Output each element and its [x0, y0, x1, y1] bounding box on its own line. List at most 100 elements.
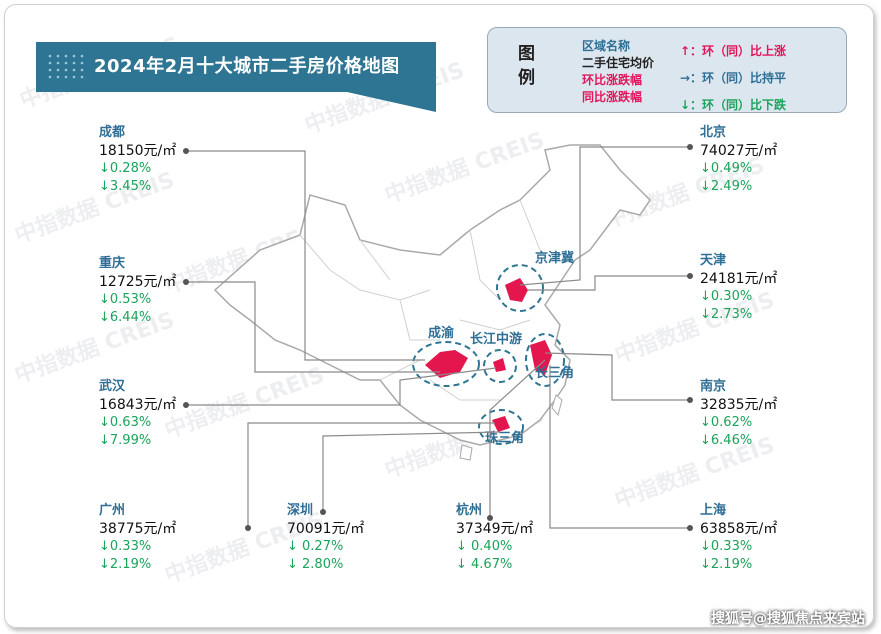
city-yoy: ↓ 2.80% — [287, 557, 344, 572]
city-block-wuhan: 武汉 16843元/㎡ ↓0.63% ↓7.99% — [99, 378, 176, 450]
leader-lines — [186, 146, 690, 529]
leader-chengdu — [186, 150, 425, 361]
city-block-chongqing: 重庆 12725元/㎡ ↓0.53% ↓6.44% — [99, 255, 176, 327]
region-circle-changsanjiao — [525, 333, 565, 387]
region-label-jingjinji: 京津冀 — [535, 250, 574, 266]
taiwan-outline — [551, 394, 563, 417]
leader-chongqing — [186, 281, 440, 373]
leader-hangzhou — [489, 359, 546, 518]
city-yoy: ↓6.44% — [99, 310, 152, 325]
city-yoy: ↓7.99% — [99, 433, 152, 448]
city-block-shenzhen: 深圳 70091元/㎡ ↓ 0.27% ↓ 2.80% — [287, 502, 364, 574]
region-circle-jingjinji — [496, 264, 544, 312]
region-label-zhusanjiao: 珠三角 — [485, 430, 524, 446]
region-circles — [412, 264, 565, 445]
leader-beijing — [519, 146, 690, 286]
city-block-guangzhou: 广州 38775元/㎡ ↓0.33% ↓2.19% — [99, 502, 176, 574]
city-price: 24181元/㎡ — [700, 271, 778, 287]
city-price: 63858元/㎡ — [700, 521, 778, 537]
zhusanjiao-fill — [492, 416, 510, 432]
city-yoy: ↓6.46% — [700, 433, 753, 448]
jingjinji-fill — [505, 278, 528, 302]
leader-dot-chengdu — [183, 148, 189, 154]
city-name: 南京 — [700, 379, 727, 394]
city-price: 12725元/㎡ — [99, 274, 177, 290]
leader-shanghai — [549, 365, 690, 529]
region-label-chengyu: 成渝 — [428, 325, 455, 341]
legend-title: 图例 — [518, 44, 535, 88]
city-price: 38775元/㎡ — [99, 521, 177, 537]
legend-lines: 区域名称 二手住宅均价 环比涨跌幅 同比涨跌幅 — [582, 38, 654, 106]
leader-dots — [183, 144, 693, 531]
chart-title: 2024年2月十大城市二手房价格地图 — [94, 56, 400, 77]
leader-dot-chongqing — [183, 279, 189, 285]
leader-dot-guangzhou — [245, 525, 251, 531]
city-name: 上海 — [700, 503, 727, 518]
city-price: 16843元/㎡ — [99, 397, 177, 413]
legend-line-mom: 环比涨跌幅 — [582, 73, 643, 87]
city-mom: ↓0.49% — [700, 161, 753, 176]
city-block-hangzhou: 杭州 37349元/㎡ ↓ 0.40% ↓ 4.67% — [456, 502, 533, 574]
hainan-outline — [459, 444, 473, 461]
city-mom: ↓0.62% — [700, 415, 753, 430]
city-block-chengdu: 成都 18150元/㎡ ↓0.28% ↓3.45% — [99, 124, 176, 196]
legend-line-yoy: 同比涨跌幅 — [582, 90, 643, 104]
city-price: 18150元/㎡ — [99, 143, 177, 159]
city-name: 重庆 — [99, 256, 126, 271]
city-name: 成都 — [99, 125, 126, 140]
chengyu-fill — [425, 350, 468, 378]
city-yoy: ↓2.19% — [99, 557, 152, 572]
leader-tianjin — [528, 275, 690, 291]
city-mom: ↓0.63% — [99, 415, 152, 430]
province-borders — [299, 199, 541, 401]
legend-line-price: 二手住宅均价 — [582, 56, 655, 70]
map-outline — [213, 144, 651, 461]
leader-shenzhen — [322, 431, 501, 512]
city-price: 74027元/㎡ — [700, 143, 778, 159]
city-name: 天津 — [700, 253, 727, 268]
city-yoy: ↓3.45% — [99, 179, 152, 194]
city-mom: ↓0.33% — [700, 539, 753, 554]
city-name: 武汉 — [99, 379, 126, 394]
leader-wuhan — [186, 367, 497, 406]
city-name: 广州 — [99, 503, 126, 518]
leader-dot-tianjin — [687, 273, 693, 279]
leader-dot-hangzhou — [487, 515, 493, 521]
city-mom: ↓0.28% — [99, 161, 152, 176]
city-name: 北京 — [700, 125, 727, 140]
region-circle-changjiang — [483, 349, 517, 383]
city-yoy: ↓2.73% — [700, 307, 753, 322]
highlighted-cities — [425, 278, 552, 432]
region-circle-zhusanjiao — [478, 409, 524, 445]
region-circle-chengyu — [412, 341, 480, 387]
chart-frame — [4, 4, 874, 628]
city-block-nanjing: 南京 32835元/㎡ ↓0.62% ↓6.46% — [700, 378, 777, 450]
city-price: 32835元/㎡ — [700, 397, 778, 413]
city-mom: ↓0.33% — [99, 539, 152, 554]
city-mom: ↓0.30% — [700, 289, 753, 304]
city-mom: ↓0.53% — [99, 292, 152, 307]
city-name: 杭州 — [456, 503, 483, 518]
leader-dot-beijing — [687, 144, 693, 150]
city-price: 70091元/㎡ — [287, 521, 365, 537]
region-label-changsanjiao: 长三角 — [535, 365, 574, 381]
city-yoy: ↓ 4.67% — [456, 557, 513, 572]
city-block-shanghai: 上海 63858元/㎡ ↓0.33% ↓2.19% — [700, 502, 777, 574]
dot-grid-icon — [48, 54, 84, 79]
city-mom: ↓ 0.40% — [456, 539, 513, 554]
legend-line-region: 区域名称 — [582, 39, 631, 53]
legend-flat: →：环（同）比持平 — [680, 71, 787, 85]
city-name: 深圳 — [287, 503, 314, 518]
city-price: 37349元/㎡ — [456, 521, 534, 537]
leader-nanjing — [544, 352, 690, 401]
legend-down: ↓：环（同）比下跌 — [680, 98, 787, 112]
title-fold — [347, 92, 436, 112]
city-yoy: ↓2.49% — [700, 179, 753, 194]
legend-box: 图例 区域名称 二手住宅均价 环比涨跌幅 同比涨跌幅 ↑：环（同）比上涨 →：环… — [487, 27, 847, 113]
leader-dot-nanjing — [687, 397, 693, 403]
city-mom: ↓ 0.27% — [287, 539, 344, 554]
legend-arrows: ↑：环（同）比上涨 →：环（同）比持平 ↓：环（同）比下跌 — [680, 38, 786, 119]
city-block-beijing: 北京 74027元/㎡ ↓0.49% ↓2.49% — [700, 124, 777, 196]
leader-dot-shenzhen — [320, 509, 326, 515]
